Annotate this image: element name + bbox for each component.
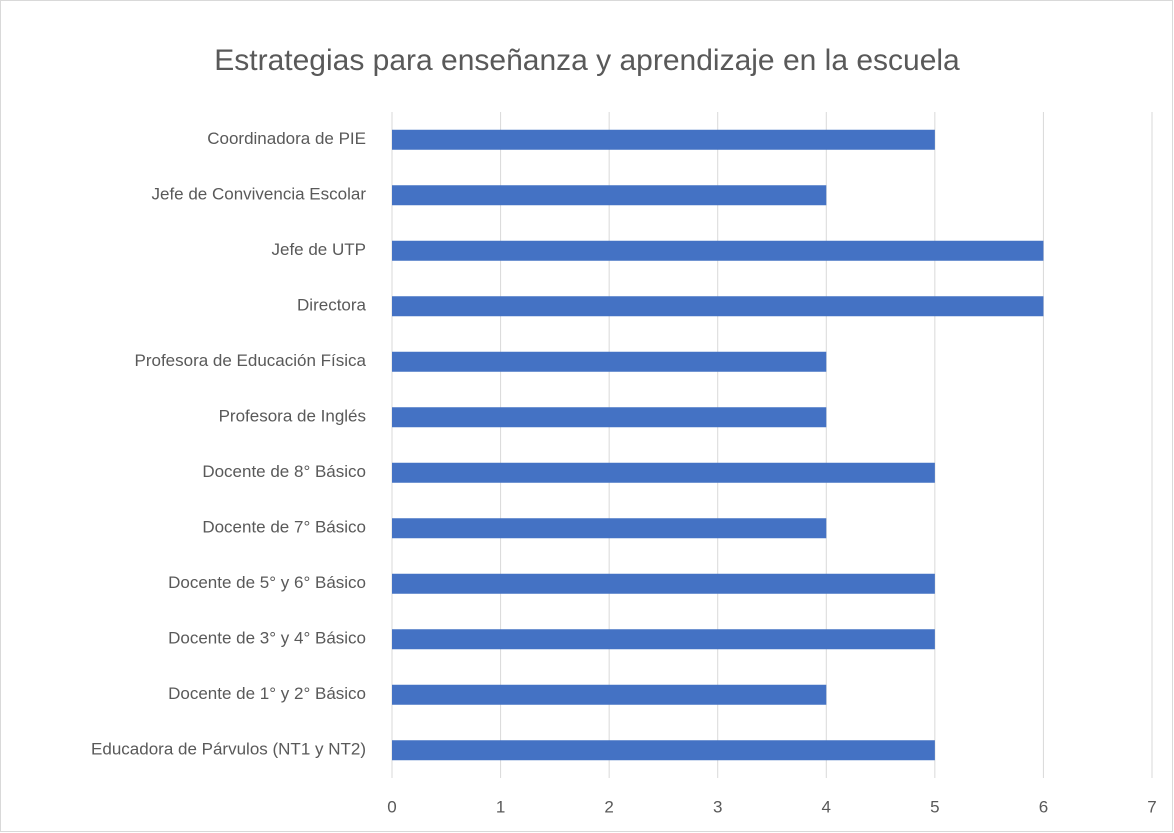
y-tick-label: Jefe de UTP: [272, 240, 367, 259]
x-tick-label: 3: [713, 797, 722, 816]
y-tick-label: Profesora de Inglés: [219, 407, 366, 426]
y-tick-label: Profesora de Educación Física: [134, 351, 366, 370]
y-tick-label: Docente de 3° y 4° Básico: [168, 629, 366, 648]
bar: [392, 296, 1044, 317]
y-tick-label: Educadora de Párvulos (NT1 y NT2): [91, 740, 366, 759]
x-tick-label: 1: [496, 797, 505, 816]
bar: [392, 185, 827, 206]
bar: [392, 740, 935, 761]
y-tick-label: Docente de 1° y 2° Básico: [168, 684, 366, 703]
y-tick-label: Jefe de Convivencia Escolar: [151, 185, 366, 204]
chart-title: Estrategias para enseñanza y aprendizaje…: [214, 44, 960, 77]
y-tick-label: Directora: [297, 296, 367, 315]
x-tick-label: 0: [387, 797, 396, 816]
bar: [392, 684, 827, 705]
bar: [392, 351, 827, 372]
bar: [392, 518, 827, 539]
x-tick-label: 6: [1039, 797, 1048, 816]
y-tick-label: Docente de 5° y 6° Básico: [168, 573, 366, 592]
bar: [392, 629, 935, 650]
x-tick-label: 7: [1147, 797, 1156, 816]
y-tick-label: Docente de 8° Básico: [202, 462, 366, 481]
x-tick-label: 4: [822, 797, 831, 816]
x-tick-label: 2: [604, 797, 613, 816]
bar: [392, 407, 827, 428]
y-tick-label: Coordinadora de PIE: [207, 129, 366, 148]
bar: [392, 573, 935, 594]
bar: [392, 462, 935, 483]
y-tick-label: Docente de 7° Básico: [202, 518, 366, 537]
bar: [392, 240, 1044, 261]
x-tick-label: 5: [930, 797, 939, 816]
bar: [392, 129, 935, 150]
